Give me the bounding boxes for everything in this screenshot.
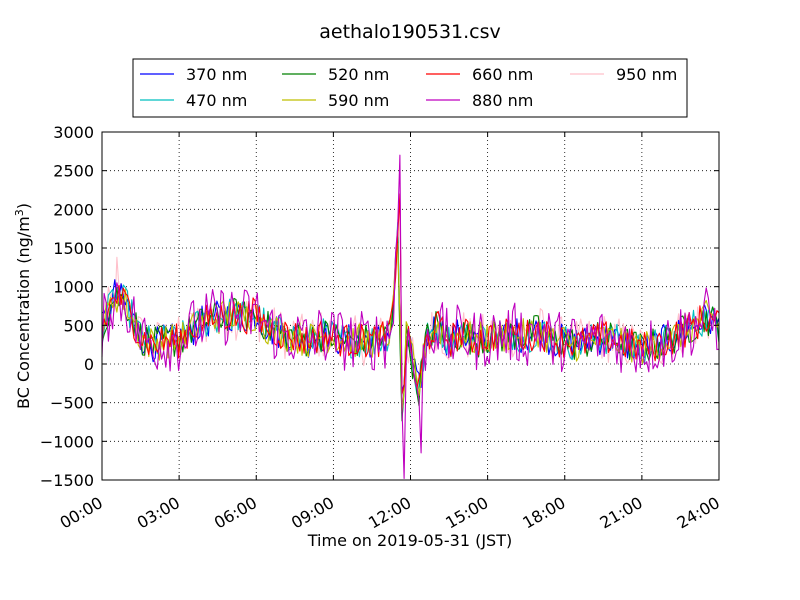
y-axis-label-close: ) — [14, 203, 33, 209]
y-axis-label-superscript: 3 — [13, 209, 26, 216]
x-tick-label: 00:00 — [57, 493, 106, 533]
chart-title: aethalo190531.csv — [319, 21, 501, 43]
x-axis-label: Time on 2019-05-31 (JST) — [307, 531, 512, 550]
x-tick-label: 09:00 — [288, 493, 337, 533]
legend-label: 950 nm — [616, 65, 677, 84]
legend-label: 370 nm — [186, 65, 247, 84]
legend-label: 880 nm — [472, 91, 533, 110]
y-tick-label: 2500 — [53, 162, 94, 181]
y-tick-label: 3000 — [53, 123, 94, 142]
y-tick-label: 2000 — [53, 200, 94, 219]
x-tick-label: 18:00 — [519, 493, 568, 533]
x-tick-label: 24:00 — [674, 493, 723, 533]
x-tick-label: 21:00 — [596, 493, 645, 533]
y-tick-label: −1500 — [40, 471, 94, 490]
x-tick-label: 15:00 — [442, 493, 491, 533]
series-layer — [101, 154, 720, 480]
x-tick-label: 06:00 — [211, 493, 260, 533]
y-tick-label: −1000 — [40, 432, 94, 451]
legend-label: 590 nm — [328, 91, 389, 110]
y-axis-label: BC Concentration (ng/m3) — [13, 203, 33, 409]
legend-label: 660 nm — [472, 65, 533, 84]
x-tick-label: 03:00 — [134, 493, 183, 533]
legend-label: 520 nm — [328, 65, 389, 84]
y-axis-label-main: BC Concentration (ng/m — [14, 216, 33, 409]
y-tick-label: 1000 — [53, 278, 94, 297]
legend-label: 470 nm — [186, 91, 247, 110]
legend: 370 nm 470 nm 520 nm 590 nm 660 nm 880 nm 950 … — [132, 58, 688, 118]
y-tick-label: 500 — [63, 316, 94, 335]
y-tick-label: 0 — [84, 355, 94, 374]
series-line-880-nm — [101, 154, 720, 480]
x-tick-label: 12:00 — [365, 493, 414, 533]
y-tick-label: 1500 — [53, 239, 94, 258]
legend-box — [132, 58, 688, 118]
y-tick-label: −500 — [50, 394, 94, 413]
grid — [101, 131, 720, 481]
